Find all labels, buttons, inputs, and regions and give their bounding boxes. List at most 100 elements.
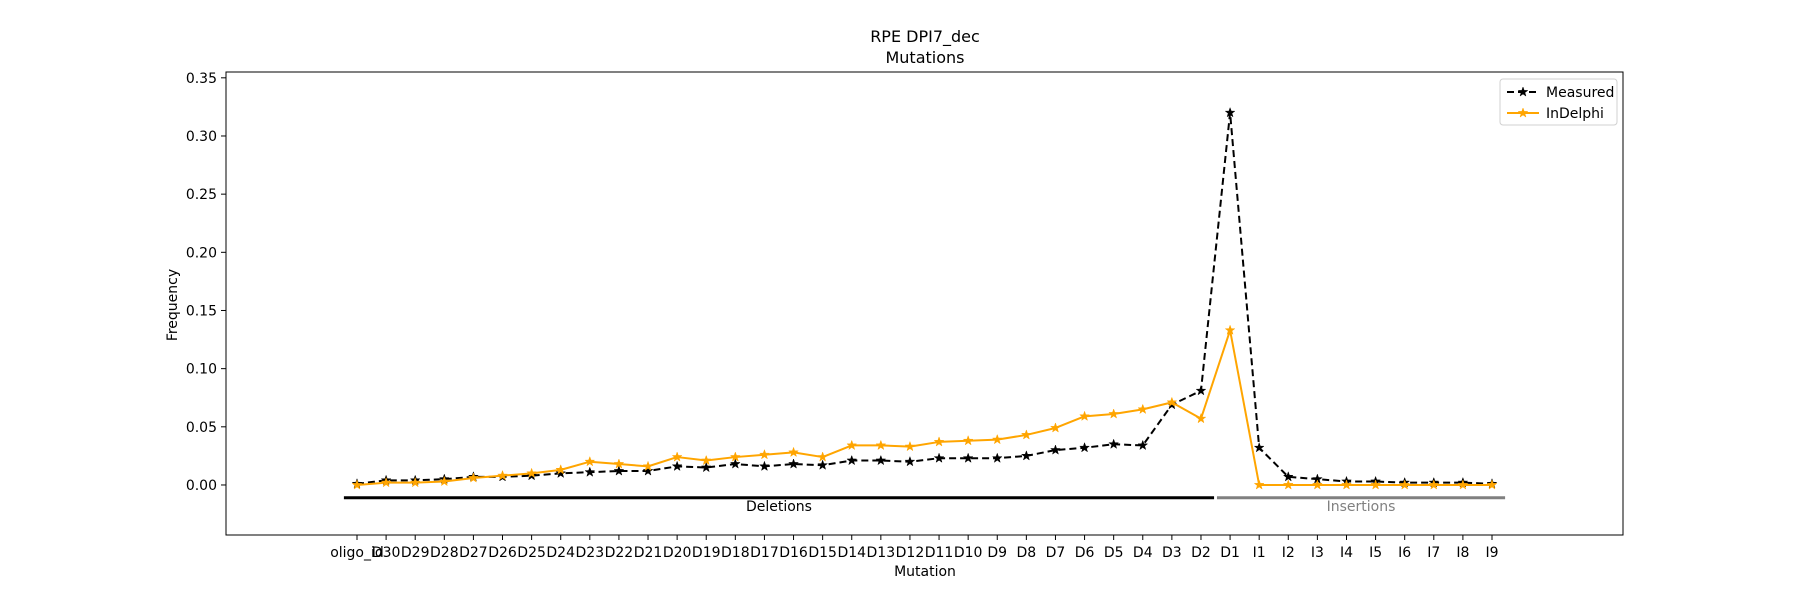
chart-title: RPE DPI7_dec (870, 27, 980, 47)
x-tick-label: D3 (1162, 545, 1182, 561)
plot-area (225, 71, 1624, 536)
data-point-indelphi (1312, 479, 1323, 490)
series-line-measured (356, 111, 1493, 485)
x-tick-label: D1 (1220, 545, 1240, 561)
data-point-indelphi (1021, 429, 1032, 440)
data-point-measured (1050, 444, 1061, 455)
y-tick-label: 0.00 (186, 478, 217, 494)
data-point-indelphi (1108, 408, 1119, 419)
plot-frame (225, 71, 1624, 536)
x-tick-label: D16 (779, 545, 808, 561)
data-point-measured (846, 455, 857, 466)
data-point-indelphi (875, 439, 887, 450)
data-point-indelphi (351, 479, 363, 490)
x-tick-label: D6 (1075, 545, 1095, 561)
data-point-measured (1021, 450, 1032, 461)
x-tick-label: D12 (896, 545, 925, 561)
data-point-indelphi (671, 451, 683, 462)
x-tick-label: I7 (1427, 545, 1440, 561)
y-tick-label: 0.20 (186, 245, 217, 261)
x-tick-label: D26 (488, 545, 517, 561)
data-point-measured (875, 455, 887, 466)
data-point-indelphi (992, 434, 1003, 445)
series-group (351, 107, 1498, 490)
data-point-measured (962, 452, 974, 463)
data-point-measured (1195, 385, 1207, 396)
data-point-measured (904, 456, 916, 467)
annotations: Deletions Insertions (343, 496, 1506, 515)
x-tick-label: I4 (1340, 545, 1353, 561)
y-tick-label: 0.30 (186, 129, 217, 145)
data-point-indelphi (846, 439, 857, 450)
x-tick-label: I9 (1485, 545, 1498, 561)
x-tick-label: D22 (605, 545, 634, 561)
data-point-measured (992, 452, 1003, 463)
data-point-measured (759, 460, 770, 471)
x-axis-label: Mutation (894, 564, 956, 580)
x-tick-label: D15 (808, 545, 837, 561)
x-tick-label: oligo_id (330, 545, 384, 561)
data-point-measured (613, 465, 625, 476)
data-point-indelphi (962, 435, 974, 446)
series-indelphi (351, 324, 1498, 490)
data-point-indelphi (584, 456, 596, 467)
y-axis-label: Frequency (165, 269, 181, 341)
x-tick-label: D10 (954, 545, 983, 561)
data-point-measured (1108, 438, 1119, 449)
y-tick-label: 0.05 (186, 420, 217, 436)
data-point-measured (700, 462, 712, 473)
x-tick-label: D29 (401, 545, 430, 561)
x-tick-label: I5 (1369, 545, 1382, 561)
group-label-insertions: Insertions (1327, 499, 1396, 515)
legend-label-measured: Measured (1546, 85, 1614, 101)
data-point-indelphi (904, 441, 916, 452)
x-tick-label: D21 (634, 545, 663, 561)
x-tick-label: D11 (925, 545, 954, 561)
data-point-measured (730, 458, 741, 469)
y-tick-label: 0.35 (186, 71, 217, 87)
data-point-indelphi (759, 449, 770, 460)
x-tick-label: D4 (1133, 545, 1153, 561)
x-tick-label: D5 (1104, 545, 1124, 561)
chart-subtitle: Mutations (885, 48, 964, 67)
data-point-indelphi (1137, 403, 1149, 414)
group-label-deletions: Deletions (746, 499, 812, 515)
data-point-measured (671, 460, 683, 471)
data-point-measured (933, 452, 945, 463)
data-point-measured (584, 466, 596, 477)
data-point-indelphi (1195, 413, 1207, 424)
x-tick-label: D24 (546, 545, 575, 561)
data-point-measured (788, 458, 799, 469)
series-measured (351, 107, 1498, 489)
x-tick-label: I8 (1456, 545, 1469, 561)
x-tick-label: D20 (663, 545, 692, 561)
data-point-indelphi (933, 436, 945, 447)
y-tick-label: 0.15 (186, 303, 217, 319)
y-tick-label: 0.10 (186, 362, 217, 378)
series-line-indelphi (356, 329, 1492, 486)
x-tick-label: D9 (987, 545, 1007, 561)
legend: Measured InDelphi (1499, 78, 1618, 126)
data-point-indelphi (1079, 410, 1090, 421)
data-point-indelphi (788, 446, 799, 457)
x-tick-label: D25 (517, 545, 546, 561)
x-tick-label: D27 (459, 545, 488, 561)
x-tick-label: I6 (1398, 545, 1411, 561)
x-tick-label: D13 (867, 545, 896, 561)
data-point-indelphi (1486, 479, 1498, 490)
x-tick-label: D17 (750, 545, 779, 561)
data-point-indelphi (1050, 422, 1061, 433)
x-tick-label: D14 (837, 545, 866, 561)
x-tick-label: I2 (1282, 545, 1295, 561)
x-tick-label: I3 (1311, 545, 1324, 561)
x-tick-label: D30 (372, 545, 401, 561)
x-tick-label: I1 (1253, 545, 1266, 561)
data-point-indelphi (468, 472, 479, 483)
y-tick-label: 0.25 (186, 187, 217, 203)
data-point-measured (1079, 442, 1090, 453)
x-tick-label: D8 (1017, 545, 1037, 561)
x-tick-label: D28 (430, 545, 459, 561)
